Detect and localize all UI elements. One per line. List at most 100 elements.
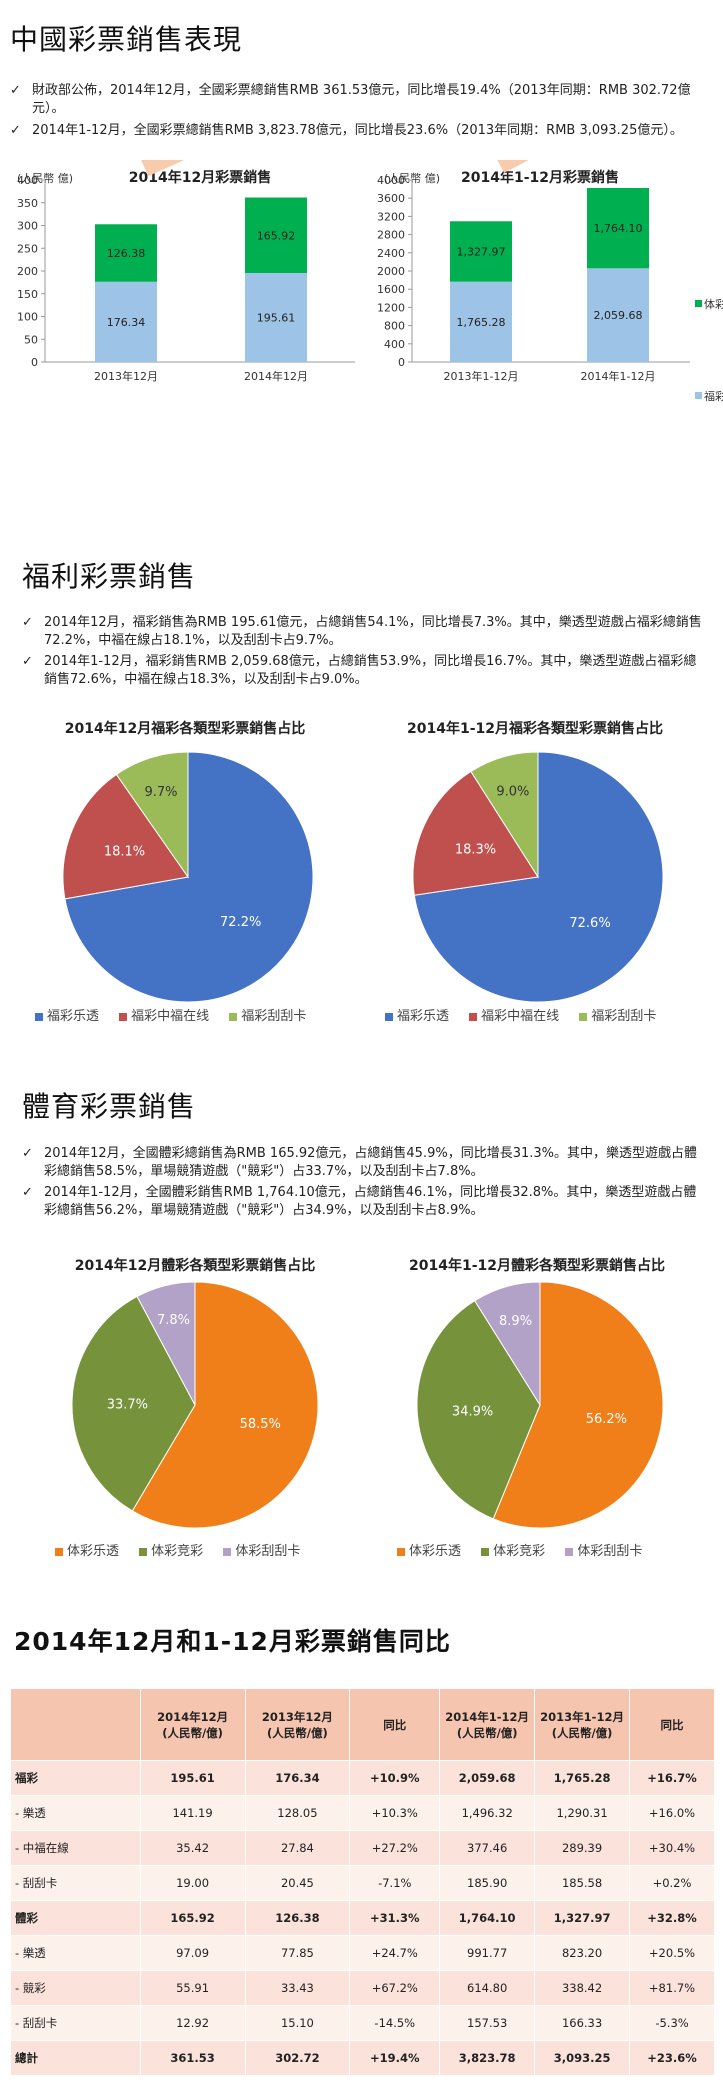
table-cell: 614.80 bbox=[439, 1970, 536, 2006]
bar-segment bbox=[587, 268, 649, 362]
table-cell: 157.53 bbox=[439, 2005, 536, 2041]
y-tick-label: 400 bbox=[17, 174, 38, 187]
pie-slice-label: 18.3% bbox=[455, 842, 496, 857]
table-cell: - 樂透 bbox=[10, 1935, 141, 1971]
bar-value-label: 1,765.28 bbox=[457, 316, 506, 329]
legend-label: 福彩 bbox=[704, 389, 723, 403]
legend-swatch bbox=[385, 1012, 393, 1021]
pie-legend-ticai-monthly: 体彩乐透 体彩竞彩 体彩刮刮卡 bbox=[55, 1540, 316, 1559]
pie-slice-label: 58.5% bbox=[240, 1417, 281, 1432]
bar-chart-monthly: 2014年12月彩票銷售 (人民幣 億) 0 50 100 150 200 250 300 350… bbox=[17, 160, 355, 383]
bar-segment bbox=[95, 281, 157, 362]
table-cell: 2,059.68 bbox=[439, 1760, 536, 1796]
pie-title-fucai-annual: 2014年1-12月福彩各類型彩票銷售占比 bbox=[407, 721, 663, 737]
y-tick-label: 2400 bbox=[377, 247, 405, 260]
pie-slice bbox=[62, 773, 189, 900]
table-cell: 3,823.78 bbox=[439, 2040, 536, 2076]
table-cell: 338.42 bbox=[534, 1970, 631, 2006]
bar-chart-title: 2014年12月彩票銷售 bbox=[129, 169, 271, 186]
section1-bullet-2: ✓ 2014年1-12月，全國彩票總銷售RMB 3,823.78億元，同比增長2… bbox=[10, 123, 683, 138]
legend-swatch bbox=[565, 1547, 574, 1556]
table-cell: 302.72 bbox=[244, 2040, 351, 2076]
section2-bullet-1: ✓ 2014年12月，福彩銷售為RMB 195.61億元，占總銷售54.1%，同… bbox=[22, 615, 702, 648]
table-cell: 33.43 bbox=[244, 1970, 351, 2006]
section2-bullet-2: ✓ 2014年1-12月，福彩銷售RMB 2,059.68億元，占總銷售53.9… bbox=[22, 654, 697, 687]
legend-swatch bbox=[223, 1547, 232, 1556]
table-cell: +67.2% bbox=[349, 1970, 441, 2006]
table-cell: 1,496.32 bbox=[439, 1795, 536, 1831]
pie-title-ticai-annual: 2014年1-12月體彩各類型彩票銷售占比 bbox=[409, 1258, 665, 1274]
x-tick-label: 2013年12月 bbox=[94, 369, 158, 383]
table-cell: 12.92 bbox=[139, 2005, 246, 2041]
table-cell: +20.5% bbox=[629, 1935, 715, 1971]
section3-title: 體育彩票銷售 bbox=[22, 1090, 197, 1123]
pie-slice bbox=[416, 1300, 541, 1520]
table-cell: 總計 bbox=[10, 2040, 141, 2076]
table-cell: 1,327.97 bbox=[534, 1900, 631, 1936]
bar-value-label: 1,327.97 bbox=[457, 245, 506, 258]
bar-value-label: 2,059.68 bbox=[594, 309, 643, 322]
bar-value-label: 176.34 bbox=[107, 316, 146, 329]
table-header-row: 2014年12月 (人民幣/億) 2013年12月 (人民幣/億) 同比 2014年1-1… bbox=[10, 1688, 715, 1761]
table-cell: 20.45 bbox=[244, 1865, 351, 1901]
pie-slice-label: 7.8% bbox=[157, 1313, 190, 1328]
pie-slice bbox=[131, 1281, 319, 1529]
table-row: - 競彩 55.91 33.43 +67.2% 614.80 338.42 +81.7% bbox=[10, 1970, 715, 2006]
table-cell: 1,764.10 bbox=[439, 1900, 536, 1936]
table-cell: 991.77 bbox=[439, 1935, 536, 1971]
pie-slice bbox=[413, 751, 664, 1003]
x-tick-label: 2013年1-12月 bbox=[444, 369, 519, 383]
y-tick-label: 200 bbox=[17, 265, 38, 278]
table-cell: - 競彩 bbox=[10, 1970, 141, 2006]
table-header-cell: 同比 bbox=[349, 1688, 441, 1761]
table-cell: 福彩 bbox=[10, 1760, 141, 1796]
legend-swatch bbox=[469, 1012, 478, 1021]
check-icon: ✓ bbox=[22, 654, 33, 669]
pie-fucai-annual: 72.6% 18.3% 9.0% bbox=[412, 751, 664, 1003]
legend-swatch bbox=[579, 1012, 588, 1021]
x-tick-label: 2014年1-12月 bbox=[581, 369, 656, 383]
y-tick-label: 3600 bbox=[377, 192, 405, 205]
bar-chart-annual: 2014年1-12月彩票銷售 (人民幣 億) 0 400 800 1200 1600 2000… bbox=[377, 160, 690, 383]
table-cell: 19.00 bbox=[139, 1865, 246, 1901]
y-tick-label: 2800 bbox=[377, 229, 405, 242]
legend-swatch bbox=[119, 1012, 128, 1021]
pie-slice-label: 33.7% bbox=[107, 1398, 148, 1413]
pie-ticai-monthly: 58.5% 33.7% 7.8% bbox=[71, 1281, 319, 1529]
table-cell: 195.61 bbox=[139, 1760, 246, 1796]
pie-slice-label: 56.2% bbox=[586, 1412, 627, 1427]
pie-slice-label: 18.1% bbox=[104, 845, 145, 860]
pie-slice-label: 72.2% bbox=[220, 915, 261, 930]
bar-charts: 2014年12月彩票銷售 (人民幣 億) 0 50 100 150 200 250 300 350… bbox=[17, 160, 723, 403]
legend-swatch bbox=[55, 1547, 63, 1556]
table-row: - 樂透 97.09 77.85 +24.7% 991.77 823.20 +20.5% bbox=[10, 1935, 715, 1971]
check-icon: ✓ bbox=[10, 123, 21, 138]
pie-slice bbox=[136, 1281, 196, 1406]
pie-slice-label: 8.9% bbox=[499, 1314, 532, 1329]
table-cell: 128.05 bbox=[244, 1795, 351, 1831]
legend-label: 体彩 bbox=[704, 297, 723, 311]
section1-bullet-1: ✓ 財政部公佈，2014年12月，全國彩票總銷售RMB 361.53億元，同比增… bbox=[10, 83, 691, 116]
table-cell: - 中福在線 bbox=[10, 1830, 141, 1866]
y-tick-label: 300 bbox=[17, 220, 38, 233]
section3-bullet-1: ✓ 2014年12月，全國體彩總銷售為RMB 165.92億元，占總銷售45.9… bbox=[22, 1146, 698, 1179]
bar-segment bbox=[450, 221, 512, 282]
bar-value-label: 126.38 bbox=[107, 247, 146, 260]
bar-chart-title: 2014年1-12月彩票銷售 bbox=[461, 169, 619, 186]
pie-title-fucai-monthly: 2014年12月福彩各類型彩票銷售占比 bbox=[64, 721, 306, 737]
fucai-pies: 72.2% 18.1% 9.7% 72.6% 18.3% 9.0% bbox=[62, 751, 664, 1003]
pie-legend-ticai-annual: 体彩乐透 体彩竞彩 体彩刮刮卡 bbox=[397, 1540, 658, 1559]
y-tick-label: 350 bbox=[17, 197, 38, 210]
table-cell: +10.3% bbox=[349, 1795, 441, 1831]
table-cell: - 樂透 bbox=[10, 1795, 141, 1831]
legend-swatch bbox=[139, 1547, 148, 1556]
table-cell: 361.53 bbox=[139, 2040, 246, 2076]
table-cell: +16.0% bbox=[629, 1795, 715, 1831]
pie-slice-label: 72.6% bbox=[569, 916, 610, 931]
pie-slice bbox=[412, 770, 539, 896]
legend-swatch bbox=[695, 300, 702, 307]
y-tick-label: 400 bbox=[384, 338, 405, 351]
bar-segment bbox=[450, 281, 512, 362]
table-cell: +10.9% bbox=[349, 1760, 441, 1796]
